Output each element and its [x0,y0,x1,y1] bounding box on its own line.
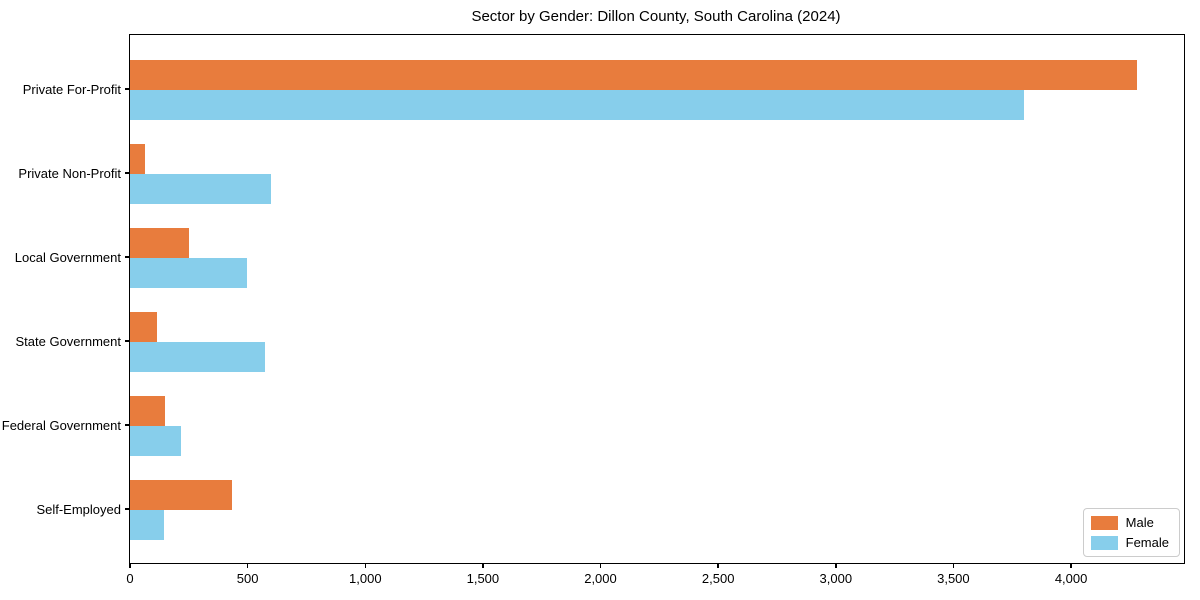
bar-male-1 [130,144,146,174]
bar-male-0 [130,60,1137,90]
legend: Male Female [1082,508,1180,557]
legend-item-male: Male [1090,515,1169,530]
x-tick-label-8: 4,000 [1054,571,1088,586]
bar-male-5 [130,480,233,510]
y-tick-label-2: Local Government [14,250,121,265]
x-tick-label-7: 3,500 [937,571,970,586]
y-tick-label-0: Private For-Profit [22,82,121,97]
bar-male-3 [130,312,158,342]
bar-female-1 [130,174,272,204]
bar-male-4 [130,396,166,426]
male-swatch [1090,515,1118,530]
x-tick-label-4: 2,000 [584,571,617,586]
x-tick-mark-1 [246,564,249,568]
bar-female-4 [130,426,181,456]
x-tick-mark-0 [129,564,131,568]
x-tick-mark-6 [835,564,837,568]
y-tick-mark-2 [125,256,129,258]
x-tick-label-6: 3,000 [819,571,853,586]
y-tick-label-5: Self-Employed [36,502,121,517]
legend-item-female: Female [1090,535,1169,550]
x-tick-mark-2 [364,564,366,568]
x-tick-label-2: 1,000 [349,571,382,586]
y-tick-label-3: State Government [15,334,122,349]
bar-female-0 [130,90,1024,120]
x-tick-mark-7 [952,564,955,568]
y-tick-mark-4 [125,424,129,426]
y-tick-mark-3 [125,340,129,342]
x-tick-label-3: 1,500 [466,571,500,586]
y-tick-label-4: Federal Government [1,418,121,433]
bar-female-3 [130,342,266,372]
plot-area: Male Female [129,34,1185,564]
y-tick-mark-0 [125,88,129,90]
chart-title: Sector by Gender: Dillon County, South C… [471,8,841,25]
bar-female-2 [130,258,247,288]
x-tick-mark-8 [1070,564,1072,568]
y-tick-mark-1 [125,172,129,174]
x-tick-mark-4 [599,564,602,568]
y-tick-label-1: Private Non-Profit [18,166,121,181]
bar-female-5 [130,510,165,540]
y-tick-mark-5 [125,508,129,510]
legend-label-female: Female [1125,535,1169,550]
x-tick-label-5: 2,500 [701,571,735,586]
x-tick-mark-5 [717,564,719,568]
x-tick-label-1: 500 [236,571,259,586]
bar-male-2 [130,228,189,258]
female-swatch [1090,535,1118,550]
legend-label-male: Male [1125,515,1154,530]
x-tick-label-0: 0 [126,571,134,586]
x-tick-mark-3 [482,564,484,568]
